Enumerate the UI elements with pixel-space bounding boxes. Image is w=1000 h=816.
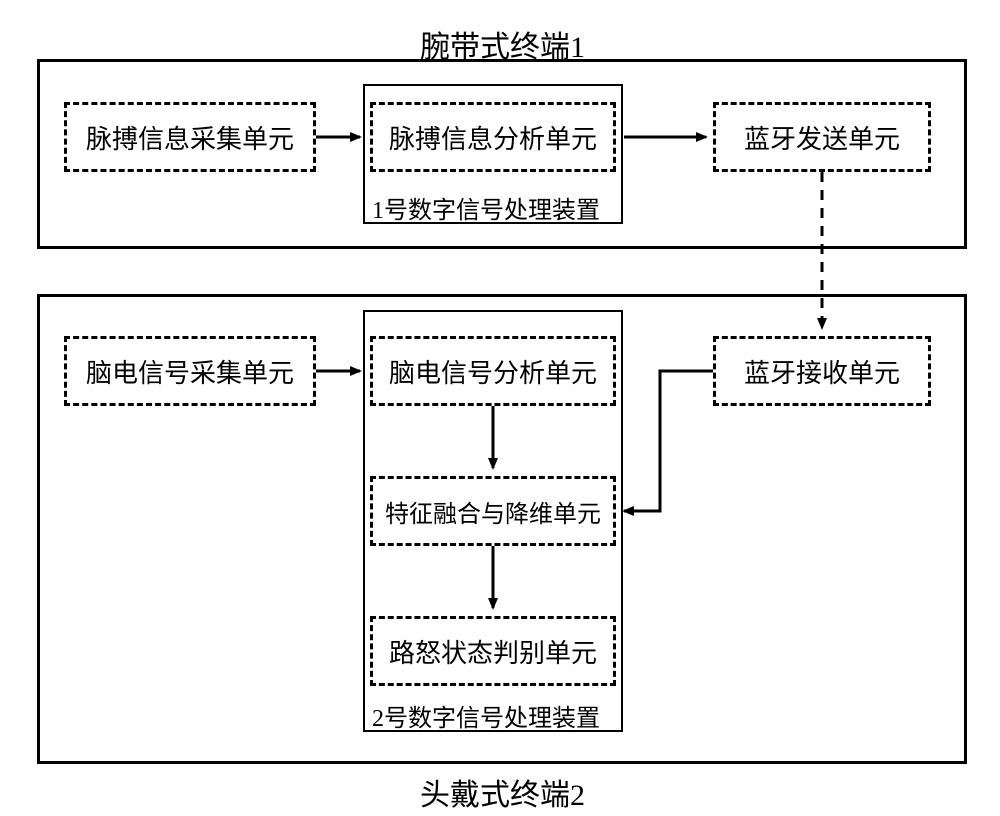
- eeg-analyze-unit: 脑电信号分析单元: [370, 336, 616, 406]
- eeg-collect-label: 脑电信号采集单元: [86, 353, 294, 390]
- dsp1-label: 1号数字信号处理装置: [372, 190, 600, 225]
- diagram-canvas: 腕带式终端1 1号数字信号处理装置 脉搏信息采集单元 脉搏信息分析单元 蓝牙发送…: [0, 0, 1000, 816]
- bt-send-unit: 蓝牙发送单元: [713, 102, 931, 172]
- fusion-unit: 特征融合与降维单元: [370, 476, 616, 546]
- pulse-analyze-label: 脉搏信息分析单元: [389, 119, 597, 156]
- terminal1-title: 腕带式终端1: [420, 22, 585, 66]
- dsp2-label: 2号数字信号处理装置: [372, 698, 600, 733]
- fusion-label: 特征融合与降维单元: [385, 494, 601, 529]
- bt-recv-unit: 蓝牙接收单元: [713, 336, 931, 406]
- eeg-analyze-label: 脑电信号分析单元: [389, 353, 597, 390]
- pulse-analyze-unit: 脉搏信息分析单元: [370, 102, 616, 172]
- bt-recv-label: 蓝牙接收单元: [744, 353, 900, 390]
- bt-send-label: 蓝牙发送单元: [744, 119, 900, 156]
- pulse-collect-label: 脉搏信息采集单元: [86, 119, 294, 156]
- judge-unit: 路怒状态判别单元: [370, 616, 616, 686]
- terminal2-title: 头戴式终端2: [420, 770, 585, 814]
- judge-label: 路怒状态判别单元: [389, 633, 597, 670]
- eeg-collect-unit: 脑电信号采集单元: [64, 336, 316, 406]
- pulse-collect-unit: 脉搏信息采集单元: [64, 102, 316, 172]
